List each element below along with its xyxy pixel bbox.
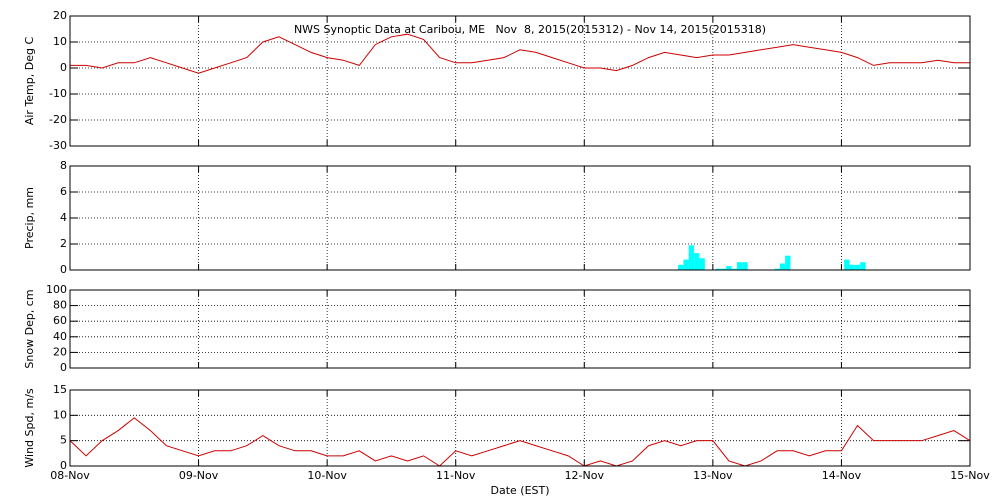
y-tick-label: 20 (53, 9, 67, 22)
y-tick-label: -30 (49, 139, 67, 152)
y-tick-label: 15 (53, 383, 67, 396)
bar (731, 268, 738, 270)
y-tick-label: 8 (60, 159, 67, 172)
y-axis-label: Air Temp, Deg C (23, 37, 36, 126)
bar (699, 258, 705, 270)
y-tick-label: 100 (46, 283, 67, 296)
bar (694, 253, 700, 270)
x-tick-label: 09-Nov (179, 469, 219, 482)
bar (688, 245, 695, 270)
y-tick-label: 0 (60, 459, 67, 472)
x-tick-label: 11-Nov (436, 469, 476, 482)
x-tick-label: 15-Nov (950, 469, 990, 482)
y-tick-label: -20 (49, 113, 67, 126)
x-tick-label: 13-Nov (693, 469, 733, 482)
y-tick-label: 0 (60, 361, 67, 374)
y-tick-label: 2 (60, 237, 67, 250)
bar (779, 263, 786, 270)
plot-frame (69, 389, 971, 467)
plot-frame (69, 15, 971, 147)
bar (785, 255, 791, 270)
bar (854, 264, 861, 270)
bar (736, 262, 743, 270)
x-tick-label: 10-Nov (307, 469, 347, 482)
y-axis-label: Precip, mm (23, 187, 36, 249)
bar (860, 262, 866, 270)
chart-title: NWS Synoptic Data at Caribou, ME Nov 8, … (294, 23, 766, 36)
y-tick-label: 5 (60, 434, 67, 447)
bar (726, 266, 732, 270)
y-tick-label: 40 (53, 330, 67, 343)
data-line (69, 417, 971, 467)
y-axis-label: Wind Spd, m/s (23, 388, 36, 468)
x-tick-label: 14-Nov (822, 469, 862, 482)
bar (849, 264, 855, 270)
y-axis-label: Snow Dep, cm (23, 289, 36, 368)
y-tick-label: 0 (60, 263, 67, 276)
x-tick-label: 12-Nov (565, 469, 605, 482)
bar (774, 268, 780, 270)
bar (742, 262, 748, 270)
plot-frame (69, 289, 971, 369)
plot-frame (69, 165, 971, 271)
y-tick-label: 10 (53, 408, 67, 421)
data-line (70, 33, 970, 74)
y-tick-label: 80 (53, 299, 67, 312)
y-tick-label: 20 (53, 345, 67, 358)
y-tick-label: -10 (49, 87, 67, 100)
y-tick-label: 4 (60, 211, 67, 224)
y-tick-label: 0 (60, 61, 67, 74)
y-tick-label: 60 (53, 314, 67, 327)
y-tick-label: 6 (60, 185, 67, 198)
bar (715, 268, 721, 270)
y-tick-label: 10 (53, 35, 67, 48)
x-tick-label: 08-Nov (50, 469, 90, 482)
x-axis-label: Date (EST) (490, 484, 549, 497)
bar (720, 268, 727, 270)
bar (678, 264, 684, 270)
bar (844, 259, 850, 270)
bar (683, 259, 689, 270)
